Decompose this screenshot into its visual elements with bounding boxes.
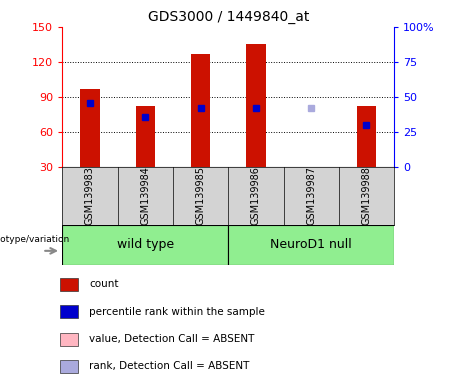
Bar — [60, 333, 78, 346]
FancyBboxPatch shape — [62, 225, 228, 265]
Text: genotype/variation: genotype/variation — [0, 235, 69, 245]
Bar — [60, 305, 78, 318]
Bar — [191, 54, 210, 167]
Text: wild type: wild type — [117, 238, 174, 251]
Text: GSM139985: GSM139985 — [195, 166, 206, 225]
Bar — [60, 360, 78, 373]
FancyBboxPatch shape — [228, 225, 394, 265]
Text: GSM139984: GSM139984 — [140, 166, 150, 225]
Text: GSM139988: GSM139988 — [361, 166, 372, 225]
Bar — [301, 167, 321, 169]
Text: rank, Detection Call = ABSENT: rank, Detection Call = ABSENT — [89, 361, 249, 371]
Title: GDS3000 / 1449840_at: GDS3000 / 1449840_at — [148, 10, 309, 25]
Bar — [246, 45, 266, 167]
Text: count: count — [89, 280, 118, 290]
Bar — [357, 106, 376, 167]
Text: GSM139987: GSM139987 — [306, 166, 316, 225]
Bar — [60, 278, 78, 291]
Bar — [80, 89, 100, 167]
Bar — [136, 106, 155, 167]
Text: value, Detection Call = ABSENT: value, Detection Call = ABSENT — [89, 334, 254, 344]
Text: percentile rank within the sample: percentile rank within the sample — [89, 307, 265, 317]
Text: NeuroD1 null: NeuroD1 null — [270, 238, 352, 251]
Text: GSM139983: GSM139983 — [85, 166, 95, 225]
Text: GSM139986: GSM139986 — [251, 166, 261, 225]
